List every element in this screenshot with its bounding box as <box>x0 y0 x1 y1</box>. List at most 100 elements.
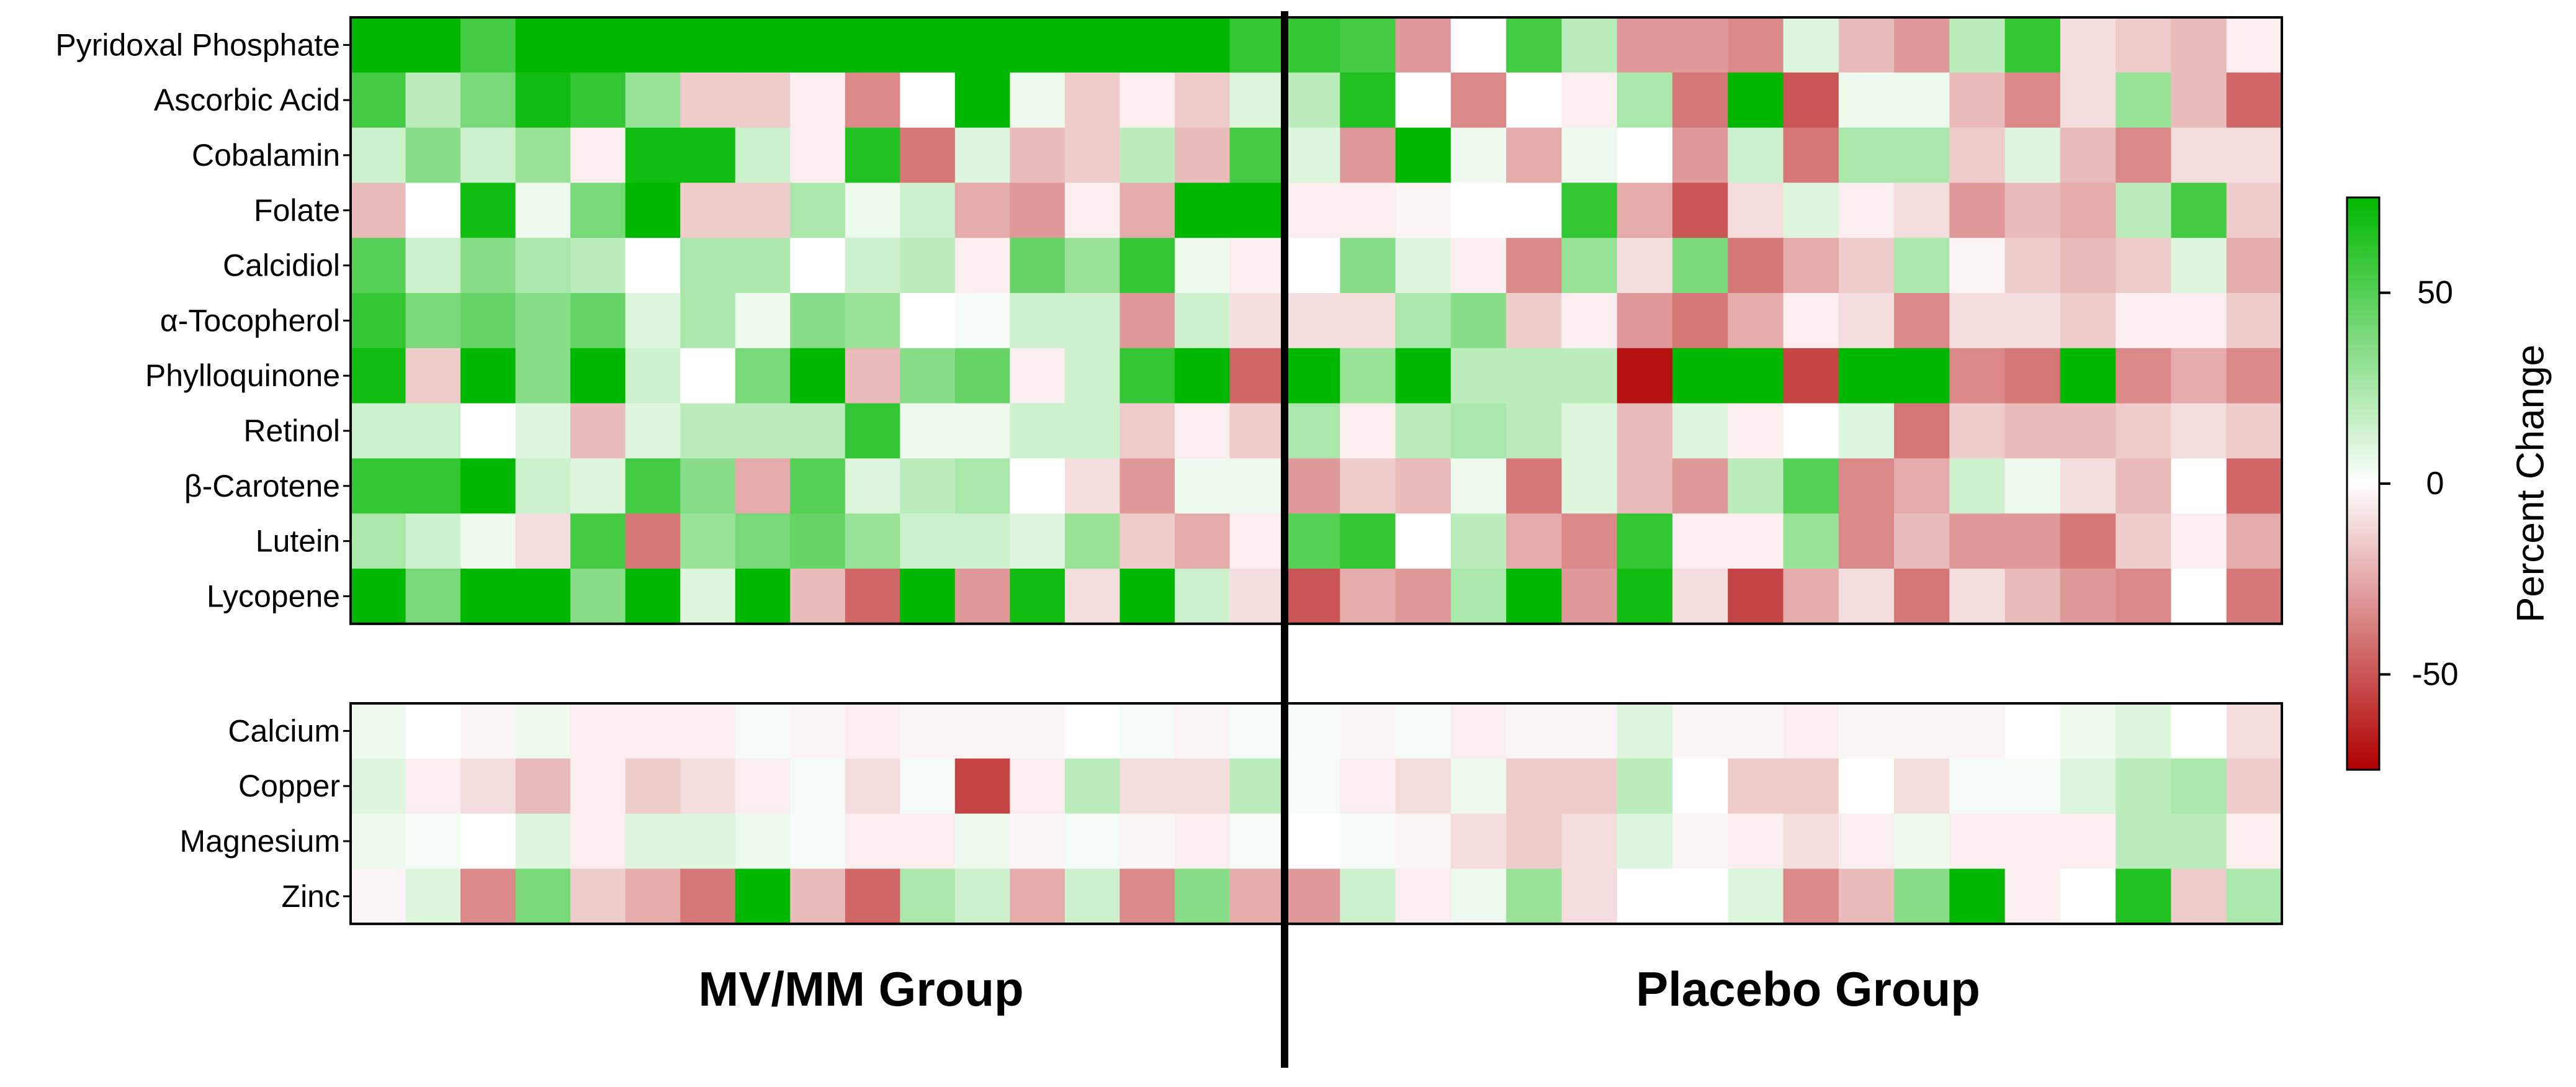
heatmap-cell <box>1395 17 1452 73</box>
heatmap-cell <box>1174 758 1231 814</box>
row-label-retinol: Retinol <box>243 413 340 448</box>
heatmap-cell <box>1340 72 1396 129</box>
heatmap-cell <box>1064 238 1121 294</box>
heatmap-cell <box>1340 17 1396 73</box>
heatmap-cell <box>1229 813 1285 870</box>
heatmap-cell <box>845 569 901 625</box>
heatmap-cell <box>1561 238 1618 294</box>
heatmap-cell <box>1174 868 1231 924</box>
heatmap-cell <box>735 17 791 73</box>
heatmap-cell <box>1894 458 1950 514</box>
heatmap-cell <box>1672 238 1729 294</box>
heatmap-cell <box>515 813 571 870</box>
heatmap-cell <box>1783 569 1839 625</box>
heatmap-cell <box>1174 348 1231 404</box>
heatmap-cell <box>2060 703 2116 759</box>
heatmap-cell <box>1561 458 1618 514</box>
heatmap-cell <box>1174 703 1231 759</box>
heatmap-cell <box>1949 127 2006 184</box>
heatmap-cell <box>2226 569 2282 625</box>
heatmap-cell <box>405 458 461 514</box>
heatmap-cell <box>460 238 516 294</box>
heatmap-cell <box>2116 127 2172 184</box>
heatmap-cell <box>1838 758 1895 814</box>
heatmap-cell <box>1783 458 1839 514</box>
heatmap-cell <box>2060 293 2116 349</box>
heatmap-cell <box>1120 868 1175 924</box>
heatmap-cell <box>680 183 736 238</box>
heatmap-cell <box>1617 127 1673 184</box>
heatmap-cell <box>1010 183 1066 238</box>
heatmap-cell <box>515 403 571 459</box>
heatmap-cell <box>1672 458 1729 514</box>
heatmap-cell <box>900 238 956 294</box>
heatmap-cell <box>1617 17 1673 73</box>
heatmap-cell <box>515 238 571 294</box>
heatmap-cell <box>1229 403 1285 459</box>
heatmap-cell <box>625 813 681 870</box>
heatmap-cell <box>1728 238 1784 294</box>
heatmap-cell <box>1010 348 1066 404</box>
heatmap-cell <box>1949 17 2006 73</box>
panel-frame <box>349 702 2283 926</box>
heatmap-cell <box>460 458 516 514</box>
heatmap-cell <box>1783 403 1839 459</box>
heatmap-cell <box>1010 758 1066 814</box>
heatmap-cell <box>1450 458 1507 514</box>
heatmap-cell <box>1064 403 1121 459</box>
heatmap-cell <box>2060 758 2116 814</box>
heatmap-cell <box>1561 513 1618 569</box>
heatmap-cell <box>1506 813 1563 870</box>
row-label-zinc: Zinc <box>282 879 340 914</box>
heatmap-cell <box>845 293 901 349</box>
heatmap-cell <box>900 868 956 924</box>
heatmap-cell <box>1450 513 1507 569</box>
heatmap-cell <box>405 348 461 404</box>
heatmap-cell <box>1450 183 1507 238</box>
heatmap-cell <box>845 513 901 569</box>
heatmap-cell <box>900 758 956 814</box>
heatmap-cell <box>1672 513 1729 569</box>
heatmap-cell <box>570 238 626 294</box>
heatmap-cell <box>2060 238 2116 294</box>
heatmap-cell <box>900 703 956 759</box>
heatmap-cell <box>1617 758 1673 814</box>
row-label-copper: Copper <box>238 769 340 803</box>
heatmap-cell <box>1728 703 1784 759</box>
heatmap-cell <box>405 72 461 129</box>
heatmap-cell <box>954 17 1011 73</box>
heatmap-cell <box>2226 238 2282 294</box>
heatmap-cell <box>351 127 406 184</box>
heatmap-cell <box>351 703 406 759</box>
heatmap-cell <box>1894 758 1950 814</box>
heatmap-cell <box>570 17 626 73</box>
heatmap-cell <box>1617 868 1673 924</box>
heatmap-cell <box>680 348 736 404</box>
heatmap-cell <box>1838 458 1895 514</box>
heatmap-cell <box>1672 403 1729 459</box>
heatmap-cell <box>405 569 461 625</box>
heatmap-cell <box>1506 348 1563 404</box>
heatmap-cell <box>2116 569 2172 625</box>
heatmap-cell <box>1010 293 1066 349</box>
heatmap-cell <box>405 403 461 459</box>
heatmap-cell <box>680 703 736 759</box>
heatmap-cell <box>2004 513 2061 569</box>
heatmap-cell <box>900 513 956 569</box>
heatmap-cell <box>680 72 736 129</box>
heatmap-cell <box>735 703 791 759</box>
heatmap-cell <box>2004 293 2061 349</box>
heatmap-cell <box>1783 293 1839 349</box>
heatmap-cell <box>790 868 846 924</box>
heatmap-cell <box>1561 569 1618 625</box>
heatmap-cell <box>2171 72 2227 129</box>
heatmap-cell <box>1010 238 1066 294</box>
heatmap-cell <box>2004 127 2061 184</box>
heatmap-cell <box>625 17 681 73</box>
heatmap-cell <box>1285 868 1341 924</box>
heatmap-cell <box>2171 513 2227 569</box>
heatmap-cell <box>2004 813 2061 870</box>
heatmap-cell <box>1783 758 1839 814</box>
heatmap-cell <box>1340 293 1396 349</box>
heatmap-cell <box>790 813 846 870</box>
